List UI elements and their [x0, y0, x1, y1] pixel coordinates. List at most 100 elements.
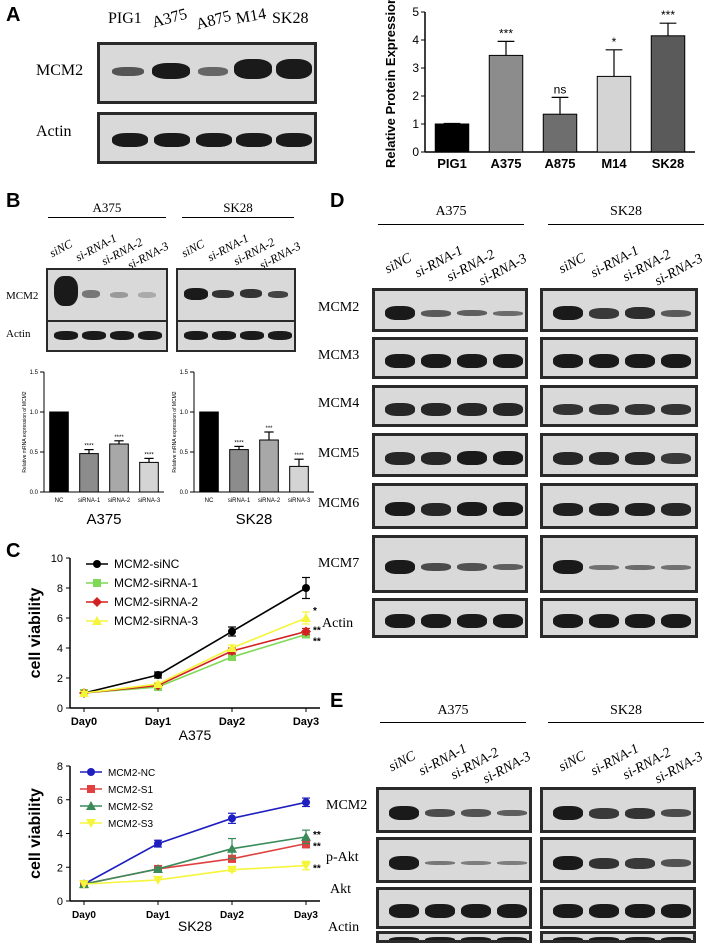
x-tick-label: Day1	[145, 716, 171, 728]
y-tick-label: 0.5	[180, 450, 189, 456]
series-line	[83, 630, 307, 694]
legend-label: MCM2-S2	[108, 802, 153, 813]
y-tick-label: 1.5	[180, 370, 189, 376]
data-point	[301, 613, 311, 622]
blot-e-a375-actin	[376, 931, 532, 943]
y-tick-label: 6	[57, 613, 63, 625]
group-label-sk28-e: SK28	[610, 703, 642, 718]
category-label: A875	[544, 156, 575, 171]
panel-label-a: A	[6, 4, 21, 26]
bar	[488, 54, 524, 153]
y-axis-label: cell viability	[27, 588, 44, 679]
row-label-d-actin: Actin	[322, 616, 354, 631]
y-tick-label: 2	[57, 862, 63, 874]
lane-label-sk28: SK28	[272, 10, 309, 27]
x-tick-label: Day2	[220, 910, 244, 921]
data-point	[228, 814, 236, 823]
category-label: siRNA-1	[228, 498, 251, 504]
lane-label-pig1: PIG1	[108, 10, 142, 27]
significance-label: **	[313, 864, 321, 875]
chart-c-sk28: 0 2 4 6 8 Day0 Day1 Day2 Day3 cell viability SK28 M…	[27, 761, 321, 934]
row-label-d-mcm3: MCM3	[318, 348, 360, 363]
blot-e-sk28-mcm2	[540, 787, 696, 833]
x-tick-label: Day0	[72, 910, 96, 921]
significance-label: ****	[234, 440, 244, 446]
chart-b-a375: 0.0 0.5 1.0 1.5 NC **** siRNA-1 **** siRNA-2 ****…	[22, 370, 164, 528]
y-tick-label: 3	[412, 61, 419, 75]
significance-label: ***	[499, 26, 513, 40]
blot-d-a375-actin	[372, 598, 528, 638]
blot-e-a375-akt	[376, 887, 532, 929]
significance-label: ns	[554, 82, 567, 96]
lane-label-a875: A875	[194, 7, 234, 34]
category-label: NC	[205, 498, 214, 504]
significance-label: ***	[661, 8, 675, 22]
series-line	[83, 836, 307, 885]
legend-label: MCM2-siRNA-2	[114, 595, 198, 609]
blot-d-sk28-mcm4	[540, 385, 698, 427]
blot-d-a375-mcm4	[372, 385, 528, 427]
series-line	[83, 864, 307, 885]
category-label: M14	[601, 156, 627, 171]
y-tick-label: 4	[57, 829, 63, 841]
bar	[542, 113, 578, 153]
significance-label: **	[313, 637, 321, 648]
series-line	[83, 587, 307, 694]
row-label-e-actin: Actin	[328, 920, 360, 935]
y-tick-label: 0.5	[30, 450, 39, 456]
row-label-d-mcm6: MCM6	[318, 496, 360, 511]
category-label: NC	[55, 498, 64, 504]
bar	[49, 411, 69, 493]
row-label-actin: Actin	[36, 123, 72, 140]
data-point	[301, 626, 311, 637]
blot-d-sk28-mcm2	[540, 288, 698, 332]
bar	[596, 75, 632, 153]
blot-d-a375-mcm3	[372, 337, 528, 379]
significance-label: **	[313, 842, 321, 853]
legend-label: MCM2-siRNA-1	[114, 576, 198, 590]
group-label-sk28-d: SK28	[610, 204, 642, 219]
blot-e-sk28-p-akt	[540, 837, 696, 883]
data-point	[302, 584, 310, 592]
panel-label-e: E	[330, 690, 344, 712]
group-label-a375-d: A375	[435, 204, 467, 219]
y-tick-label: 0	[412, 145, 419, 159]
col-label-e-sinc-a: siNC	[386, 748, 419, 776]
row-label-d-mcm7: MCM7	[318, 556, 360, 571]
row-label-d-mcm4: MCM4	[318, 396, 360, 411]
data-point	[302, 798, 310, 807]
category-label: PIG1	[437, 156, 467, 171]
significance-label: ****	[144, 452, 154, 458]
data-point	[153, 875, 163, 885]
panel-label-d: D	[330, 190, 345, 212]
significance-label: ****	[84, 444, 94, 450]
row-label-d-mcm5: MCM5	[318, 446, 360, 461]
y-tick-label: 1.0	[180, 410, 189, 416]
data-point	[228, 627, 236, 636]
data-point	[87, 768, 95, 776]
bar	[434, 123, 470, 153]
category-label: SK28	[652, 156, 685, 171]
significance-label: ****	[114, 435, 124, 441]
blot-actin	[97, 112, 317, 164]
data-point	[154, 839, 162, 848]
chart-b-sk28: 0.0 0.5 1.0 1.5 NC **** siRNA-1 *** siRNA-2 **** s…	[172, 370, 314, 528]
panel-label-b: B	[6, 190, 21, 212]
col-label-d-sinc-s: siNC	[556, 250, 589, 278]
y-tick-label: 8	[57, 761, 63, 773]
blot-d-sk28-mcm7	[540, 535, 698, 593]
y-tick-label: 0.0	[30, 490, 39, 496]
blot-b-sk28-actin	[176, 320, 296, 352]
bar	[79, 453, 99, 493]
category-label: siRNA-2	[258, 498, 281, 504]
blot-d-a375-mcm5	[372, 433, 528, 477]
y-tick-label: 2	[57, 673, 63, 685]
row-label-d-mcm2: MCM2	[318, 300, 360, 315]
row-label-e-akt: Akt	[330, 882, 351, 897]
chart-c-a375: 0 2 4 6 8 10 Day0 Day1 Day2 Day3 cell viability A37…	[27, 553, 321, 743]
bar	[109, 443, 129, 493]
data-point	[93, 579, 101, 587]
blot-e-a375-mcm2	[376, 787, 532, 833]
data-point	[227, 643, 237, 652]
y-axis-label: Relative mRNA expression of MCM2	[22, 391, 28, 472]
